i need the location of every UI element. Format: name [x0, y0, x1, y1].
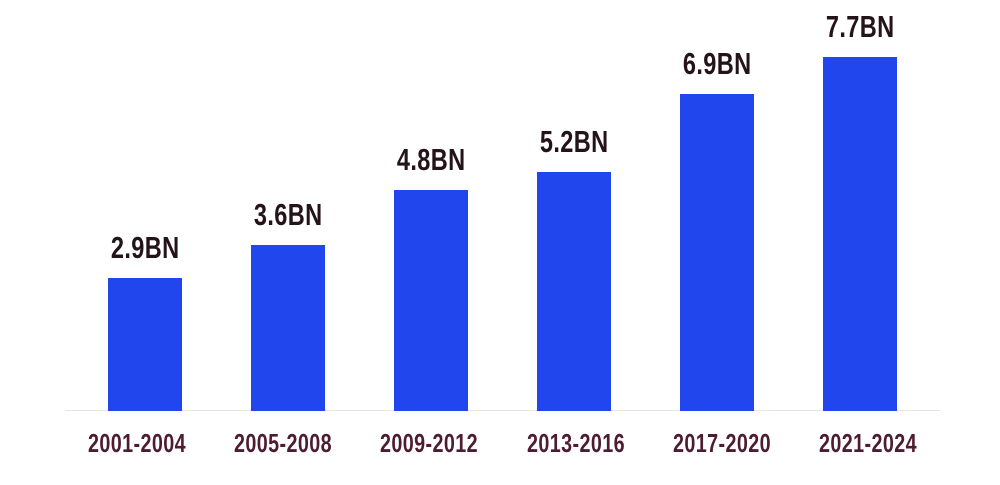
bar-value-label: 2.9BN: [110, 230, 180, 265]
bar: [108, 278, 183, 411]
bar: [679, 94, 754, 411]
x-axis-label: 2021-2024: [818, 428, 917, 458]
x-axis-label: 2017-2020: [672, 428, 771, 458]
bar-value-label: 4.8BN: [396, 142, 466, 177]
bar-group: 3.6BN: [243, 199, 333, 411]
x-axis-label: 2005-2008: [234, 428, 333, 458]
x-axis-labels: 2001-2004 2005-2008 2009-2012 2013-2016 2017…: [88, 428, 917, 458]
bar: [822, 57, 897, 411]
bar-value-label: 6.9BN: [682, 46, 752, 81]
bar: [536, 172, 611, 411]
bar-group: 5.2BN: [529, 126, 619, 411]
bar-group: 2.9BN: [100, 232, 190, 411]
x-axis-label: 2001-2004: [88, 428, 186, 458]
bar: [394, 190, 469, 411]
x-axis-baseline: [65, 410, 940, 411]
bar-group: 4.8BN: [386, 144, 476, 411]
bar-value-label: 5.2BN: [539, 124, 609, 159]
x-axis-label: 2013-2016: [526, 428, 625, 458]
x-axis-label: 2009-2012: [380, 428, 479, 458]
bar-value-label: 7.7BN: [825, 9, 895, 44]
bars-container: 2.9BN 3.6BN 4.8BN 5.2BN 6.9BN 7.7BN: [100, 11, 905, 411]
bar-value-label: 3.6BN: [253, 197, 323, 232]
bar-group: 7.7BN: [815, 11, 905, 411]
bar: [251, 245, 326, 411]
bar-group: 6.9BN: [672, 48, 762, 411]
